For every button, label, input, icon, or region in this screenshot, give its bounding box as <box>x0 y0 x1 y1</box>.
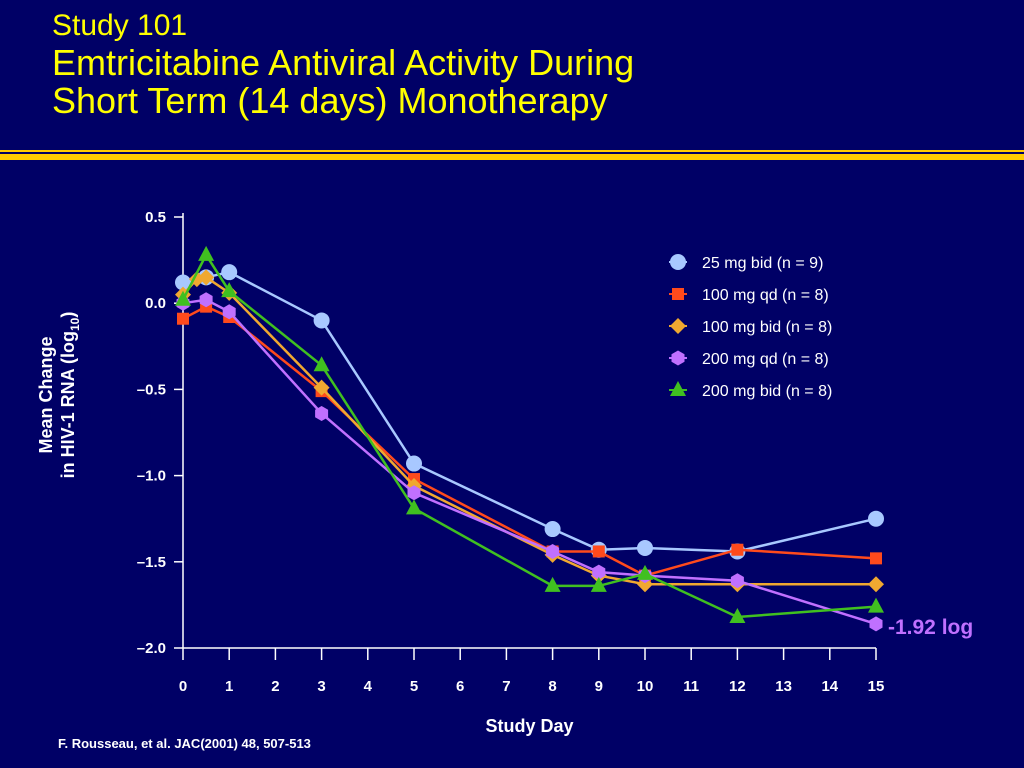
data-point-series-5 <box>637 564 653 580</box>
data-point-series-1 <box>175 274 191 291</box>
x-tick-label: 8 <box>548 678 556 695</box>
legend-label-3: 100 mg bid (n = 8) <box>702 319 832 336</box>
data-point-series-1 <box>868 510 884 527</box>
data-point-series-4 <box>546 544 560 559</box>
annotation-label: -1.92 log <box>888 616 973 639</box>
x-axis-title: Study Day <box>485 716 573 736</box>
series-line-4 <box>182 298 877 626</box>
data-point-series-4 <box>222 304 236 320</box>
data-point-series-4 <box>315 406 329 421</box>
data-point-series-4 <box>730 573 744 589</box>
x-tick-label: 1 <box>225 678 233 695</box>
data-point-series-3 <box>313 379 330 396</box>
citation: F. Rousseau, et al. JAC(2001) 48, 507-51… <box>58 736 311 751</box>
data-point-series-5 <box>313 356 330 372</box>
data-point-series-2 <box>177 312 189 325</box>
title-divider-thin <box>0 150 1024 152</box>
legend-marker-3 <box>670 318 686 334</box>
data-point-series-1 <box>313 312 330 329</box>
legend-marker-5 <box>670 381 686 396</box>
legend-marker-1 <box>670 254 686 270</box>
x-tick-label: 0 <box>179 678 187 695</box>
slide-kicker: Study 101 <box>52 9 188 42</box>
x-tick-label: 3 <box>317 678 325 695</box>
x-tick-label: 13 <box>775 678 792 695</box>
x-tick-label: 2 <box>271 678 279 695</box>
slide-title-block: Study 101 Emtricitabine Antiviral Activi… <box>52 8 634 120</box>
data-point-series-2 <box>870 552 882 565</box>
data-point-series-5 <box>590 576 607 592</box>
y-tick-label: 0.0 <box>145 295 166 312</box>
x-tick-label: 6 <box>456 678 464 695</box>
series-line-1 <box>182 270 877 553</box>
data-point-series-5 <box>406 499 422 515</box>
data-point-series-4 <box>407 485 421 501</box>
legend-label-4: 200 mg qd (n = 8) <box>702 351 829 368</box>
slide-title-line-2: Short Term (14 days) Monotherapy <box>52 80 608 121</box>
x-tick-label: 7 <box>502 678 510 695</box>
data-point-series-4 <box>592 564 606 580</box>
x-tick-label: 5 <box>410 678 418 695</box>
legend-label-5: 200 mg bid (n = 8) <box>702 383 832 400</box>
data-point-series-1 <box>544 521 561 538</box>
y-axis-title-line-2: in HIV-1 RNA (log10) <box>58 312 82 479</box>
x-tick-label: 10 <box>637 678 654 695</box>
y-tick-label: 0.5 <box>145 209 166 226</box>
data-point-series-5 <box>221 282 238 298</box>
data-point-series-2 <box>731 543 744 556</box>
data-point-series-1 <box>406 455 422 472</box>
data-point-series-3 <box>868 576 884 593</box>
title-divider-thick <box>0 154 1024 160</box>
x-tick-label: 15 <box>868 678 885 695</box>
data-point-series-1 <box>637 540 653 557</box>
data-point-series-5 <box>868 597 884 613</box>
x-tick-label: 4 <box>364 678 373 695</box>
x-tick-label: 11 <box>683 678 699 695</box>
legend-marker-4 <box>671 350 685 366</box>
data-point-series-4 <box>199 292 213 308</box>
series-line-5 <box>181 252 877 619</box>
x-tick-label: 9 <box>595 678 603 695</box>
x-tick-label: 14 <box>821 678 838 695</box>
data-point-series-3 <box>198 269 215 286</box>
data-point-series-5 <box>175 290 191 306</box>
data-point-series-5 <box>544 576 561 592</box>
series-line-2 <box>182 305 877 577</box>
data-point-series-4 <box>869 616 883 632</box>
legend-label-2: 100 mg qd (n = 8) <box>702 287 829 304</box>
y-axis-title-line-1: Mean Change <box>36 336 56 453</box>
data-point-series-5 <box>729 607 746 623</box>
slide-title-line-1: Emtricitabine Antiviral Activity During <box>52 42 635 83</box>
legend-label-1: 25 mg bid (n = 9) <box>702 255 823 272</box>
y-tick-label: –1.0 <box>137 468 166 485</box>
data-point-series-2 <box>592 545 605 558</box>
y-tick-label: –2.0 <box>137 640 166 657</box>
x-tick-label: 12 <box>729 678 746 695</box>
y-tick-label: –1.5 <box>137 554 166 571</box>
data-point-series-5 <box>198 245 215 261</box>
y-tick-label: –0.5 <box>137 381 166 398</box>
data-point-series-1 <box>221 264 238 281</box>
legend-marker-2 <box>672 288 684 300</box>
